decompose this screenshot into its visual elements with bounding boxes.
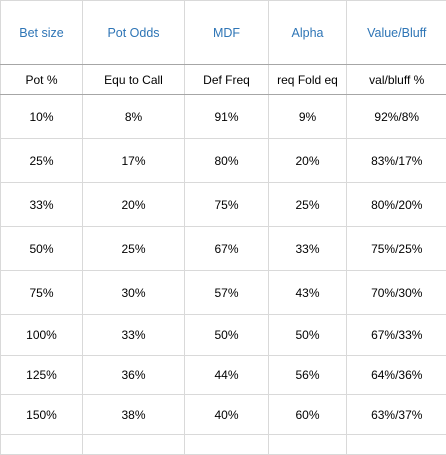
cell-value-bluff[interactable]: 75%/25% bbox=[347, 227, 446, 271]
cell-bet-size[interactable]: 10% bbox=[1, 95, 83, 139]
cell-pot-odds[interactable]: 8% bbox=[83, 95, 185, 139]
cell-mdf[interactable]: 75% bbox=[185, 183, 269, 227]
cell-bet-size[interactable]: 125% bbox=[1, 356, 83, 395]
cell-alpha[interactable]: 33% bbox=[269, 227, 347, 271]
cell-mdf[interactable]: 44% bbox=[185, 356, 269, 395]
header-bet-size[interactable]: Bet size bbox=[1, 1, 83, 65]
cell-alpha[interactable]: 43% bbox=[269, 271, 347, 315]
cell-alpha[interactable]: 50% bbox=[269, 315, 347, 356]
cell-value-bluff[interactable]: 67%/33% bbox=[347, 315, 446, 356]
table-row: 25% 17% 80% 20% 83%/17% bbox=[1, 139, 446, 183]
cell-mdf[interactable]: 91% bbox=[185, 95, 269, 139]
header-mdf[interactable]: MDF bbox=[185, 1, 269, 65]
cell-value-bluff[interactable]: 83%/17% bbox=[347, 139, 446, 183]
cell-alpha[interactable]: 60% bbox=[269, 395, 347, 435]
cell-alpha[interactable]: 25% bbox=[269, 183, 347, 227]
cell-bet-size[interactable]: 25% bbox=[1, 139, 83, 183]
cell-mdf[interactable] bbox=[185, 435, 269, 455]
table-row bbox=[1, 435, 446, 455]
table-row: 10% 8% 91% 9% 92%/8% bbox=[1, 95, 446, 139]
subheader-equ-to-call[interactable]: Equ to Call bbox=[83, 65, 185, 95]
header-alpha[interactable]: Alpha bbox=[269, 1, 347, 65]
table-row: 50% 25% 67% 33% 75%/25% bbox=[1, 227, 446, 271]
cell-mdf[interactable]: 67% bbox=[185, 227, 269, 271]
table-row: 150% 38% 40% 60% 63%/37% bbox=[1, 395, 446, 435]
cell-bet-size[interactable]: 50% bbox=[1, 227, 83, 271]
header-row: Bet size Pot Odds MDF Alpha Value/Bluff bbox=[1, 1, 446, 65]
cell-bet-size[interactable]: 33% bbox=[1, 183, 83, 227]
cell-mdf[interactable]: 50% bbox=[185, 315, 269, 356]
cell-alpha[interactable]: 20% bbox=[269, 139, 347, 183]
table-row: 100% 33% 50% 50% 67%/33% bbox=[1, 315, 446, 356]
cell-value-bluff[interactable] bbox=[347, 435, 446, 455]
subheader-req-fold-eq[interactable]: req Fold eq bbox=[269, 65, 347, 95]
cell-alpha[interactable]: 56% bbox=[269, 356, 347, 395]
cell-pot-odds[interactable]: 33% bbox=[83, 315, 185, 356]
table-row: 33% 20% 75% 25% 80%/20% bbox=[1, 183, 446, 227]
subheader-pot-pct[interactable]: Pot % bbox=[1, 65, 83, 95]
cell-mdf[interactable]: 40% bbox=[185, 395, 269, 435]
cell-value-bluff[interactable]: 63%/37% bbox=[347, 395, 446, 435]
cell-bet-size[interactable]: 75% bbox=[1, 271, 83, 315]
cell-bet-size[interactable]: 150% bbox=[1, 395, 83, 435]
cell-value-bluff[interactable]: 64%/36% bbox=[347, 356, 446, 395]
cell-value-bluff[interactable]: 92%/8% bbox=[347, 95, 446, 139]
cell-pot-odds[interactable]: 25% bbox=[83, 227, 185, 271]
cell-pot-odds[interactable] bbox=[83, 435, 185, 455]
cell-value-bluff[interactable]: 70%/30% bbox=[347, 271, 446, 315]
cell-pot-odds[interactable]: 30% bbox=[83, 271, 185, 315]
cell-pot-odds[interactable]: 36% bbox=[83, 356, 185, 395]
cell-mdf[interactable]: 57% bbox=[185, 271, 269, 315]
cell-pot-odds[interactable]: 20% bbox=[83, 183, 185, 227]
table-row: 75% 30% 57% 43% 70%/30% bbox=[1, 271, 446, 315]
cell-pot-odds[interactable]: 17% bbox=[83, 139, 185, 183]
cell-mdf[interactable]: 80% bbox=[185, 139, 269, 183]
subheader-val-bluff-pct[interactable]: val/bluff % bbox=[347, 65, 446, 95]
cell-alpha[interactable] bbox=[269, 435, 347, 455]
cell-value-bluff[interactable]: 80%/20% bbox=[347, 183, 446, 227]
header-value-bluff[interactable]: Value/Bluff bbox=[347, 1, 446, 65]
cell-pot-odds[interactable]: 38% bbox=[83, 395, 185, 435]
header-pot-odds[interactable]: Pot Odds bbox=[83, 1, 185, 65]
cell-bet-size[interactable] bbox=[1, 435, 83, 455]
subheader-def-freq[interactable]: Def Freq bbox=[185, 65, 269, 95]
subheader-row: Pot % Equ to Call Def Freq req Fold eq v… bbox=[1, 65, 446, 95]
table-row: 125% 36% 44% 56% 64%/36% bbox=[1, 356, 446, 395]
cell-bet-size[interactable]: 100% bbox=[1, 315, 83, 356]
cell-alpha[interactable]: 9% bbox=[269, 95, 347, 139]
